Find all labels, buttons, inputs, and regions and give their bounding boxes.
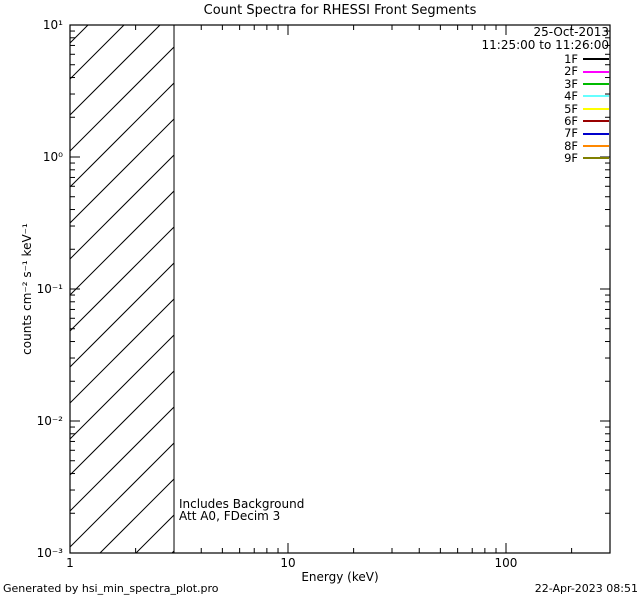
hatch-line bbox=[69, 46, 175, 152]
legend-label: 5F bbox=[564, 101, 578, 116]
legend-item-6f: 6F bbox=[564, 115, 609, 127]
legend-item-7f: 7F bbox=[564, 126, 609, 141]
hatch-line bbox=[99, 478, 175, 554]
legend-item-9f: 9F bbox=[564, 151, 609, 166]
hatch-line bbox=[69, 298, 175, 404]
legend-color-line bbox=[583, 120, 609, 123]
hatch-line bbox=[69, 226, 175, 332]
hatch-line bbox=[69, 118, 175, 224]
hatch-line bbox=[69, 406, 175, 512]
legend-label: 7F bbox=[564, 126, 578, 141]
legend-label: 6F bbox=[564, 113, 578, 128]
hatch-line bbox=[69, 442, 175, 548]
attenuator-note: Att A0, FDecim 3 bbox=[179, 509, 281, 523]
legend-label: 9F bbox=[564, 151, 578, 166]
hatch-line bbox=[69, 24, 125, 80]
hatch-line bbox=[69, 82, 175, 188]
date-annotation: 25-Oct-2013 bbox=[533, 25, 609, 39]
x-axis-label: Energy (keV) bbox=[301, 570, 379, 584]
hatch-line bbox=[135, 514, 175, 554]
includes-background-note: Includes Background bbox=[179, 497, 305, 511]
legend-item-4f: 4F bbox=[564, 89, 609, 104]
hatch-line bbox=[69, 24, 161, 116]
legend-color-line bbox=[583, 70, 609, 73]
legend-color-line bbox=[583, 95, 609, 98]
time-range-annotation: 11:25:00 to 11:26:00 bbox=[481, 38, 609, 52]
hatch-line bbox=[69, 334, 175, 440]
legend-label: 1F bbox=[564, 52, 578, 66]
legend-item-8f: 8F bbox=[564, 138, 609, 153]
hatch-line bbox=[69, 262, 175, 368]
y-axis-label: counts cm⁻² s⁻¹ keV⁻¹ bbox=[20, 223, 34, 355]
hatch-line bbox=[69, 370, 175, 476]
legend-color-line bbox=[583, 157, 609, 160]
legend-label: 3F bbox=[564, 76, 578, 91]
legend-item-2f: 2F bbox=[564, 64, 609, 79]
plot-frame bbox=[69, 24, 611, 554]
footer-timestamp: 22-Apr-2023 08:51 bbox=[534, 582, 638, 595]
hatch-line bbox=[69, 154, 175, 260]
legend-color-line bbox=[583, 107, 609, 110]
hatch-line bbox=[69, 190, 175, 296]
generated-by-note: Generated by hsi_min_spectra_plot.pro bbox=[3, 582, 219, 595]
legend-item-5f: 5F bbox=[564, 101, 609, 116]
legend-item-3f: 3F bbox=[564, 76, 609, 91]
hatch-line bbox=[69, 24, 89, 44]
legend-label: 4F bbox=[564, 89, 578, 104]
legend-color-line bbox=[583, 132, 609, 135]
legend-color-line bbox=[583, 58, 609, 61]
legend-label: 2F bbox=[564, 64, 578, 79]
legend-color-line bbox=[583, 144, 609, 147]
legend-item-1f: 1F bbox=[564, 53, 609, 65]
legend-color-line bbox=[583, 82, 609, 85]
legend: 1F 2F 3F 4F 5F 6F 7F 8F 9F bbox=[564, 53, 609, 165]
legend-label: 8F bbox=[564, 138, 578, 153]
chart-title: Count Spectra for RHESSI Front Segments bbox=[203, 3, 477, 18]
